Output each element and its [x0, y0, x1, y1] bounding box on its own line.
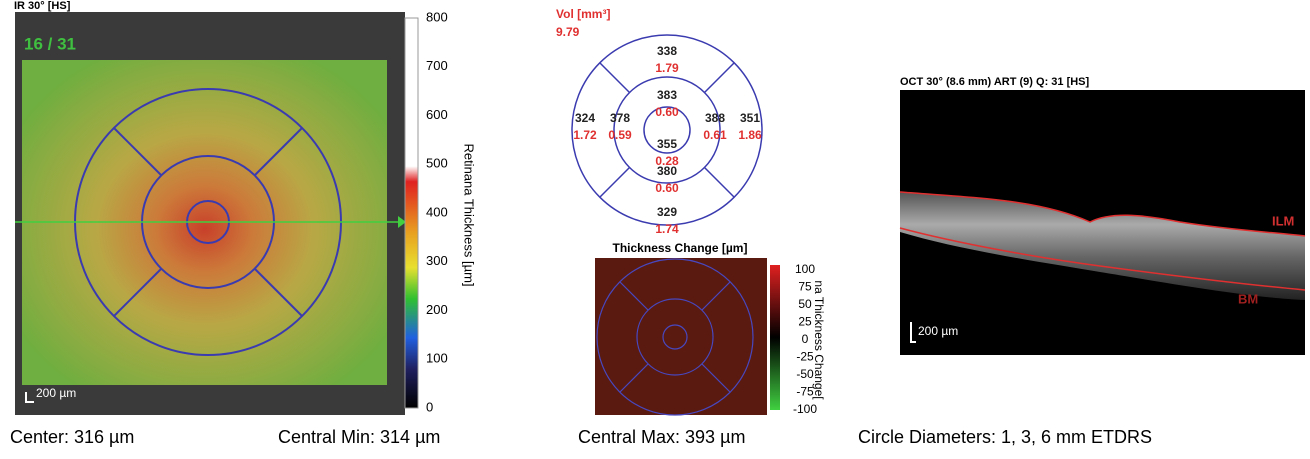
change-side-label: na Thickness Change[	[812, 280, 826, 400]
scale-tick-label: 600	[426, 107, 448, 122]
sector-volume: 1.86	[738, 128, 762, 142]
total-volume: 9.79	[556, 25, 580, 39]
scale-tick-label: 500	[426, 156, 448, 171]
circle-diameters: Circle Diameters: 1, 3, 6 mm ETDRS	[858, 427, 1152, 447]
volume-label: Vol [mm³]	[556, 7, 610, 21]
change-tick-label: 0	[802, 332, 809, 346]
change-tick-label: 25	[798, 315, 812, 329]
change-tick-label: -25	[796, 350, 814, 364]
sector-volume: 0.60	[655, 181, 679, 195]
scale-tick-label: 200	[426, 302, 448, 317]
report: IR 30° [HS] 16 / 31 200 µm 8007006005004…	[0, 0, 1310, 454]
scale-title: Retinana Thickness [µm]	[462, 143, 477, 286]
sector-volume: 1.72	[573, 128, 597, 142]
central-max: Central Max: 393 µm	[578, 427, 745, 447]
center-value: Center: 316 µm	[10, 427, 134, 447]
scale-tick-label: 100	[426, 351, 448, 366]
fundus-label: IR 30° [HS]	[14, 0, 71, 12]
scale-tick-label: 0	[426, 399, 433, 414]
ilm-label: ILM	[1272, 213, 1294, 228]
change-tick-label: -75	[796, 385, 814, 399]
scale-tick-label: 300	[426, 253, 448, 268]
sector-volume: 0.59	[608, 128, 632, 142]
sector-volume: 1.74	[655, 222, 679, 236]
sector-thickness: 378	[610, 111, 630, 125]
sector-volume: 0.60	[655, 105, 679, 119]
sector-thickness: 380	[657, 164, 677, 178]
sector-thickness: 355	[657, 137, 677, 151]
change-tick-label: 75	[798, 280, 812, 294]
scale-tick-label: 800	[426, 9, 448, 24]
scale-tick-label: 400	[426, 204, 448, 219]
oct-scale-label: 200 µm	[918, 324, 958, 338]
change-tick-label: 100	[795, 262, 815, 276]
sector-thickness: 324	[575, 111, 595, 125]
change-color-bar	[770, 265, 780, 410]
color-bar	[405, 18, 418, 408]
sector-volume: 1.79	[655, 61, 679, 75]
scale-bar-label: 200 µm	[36, 386, 76, 400]
sector-volume: 0.61	[703, 128, 727, 142]
change-tick-label: -50	[796, 367, 814, 381]
sector-thickness: 388	[705, 111, 725, 125]
scan-index: 16 / 31	[24, 34, 76, 53]
sector-thickness: 338	[657, 44, 677, 58]
sector-thickness: 329	[657, 205, 677, 219]
change-title: Thickness Change [µm]	[613, 241, 748, 255]
change-tick-label: 50	[798, 297, 812, 311]
change-tick-label: -100	[793, 402, 817, 416]
sector-thickness: 383	[657, 88, 677, 102]
central-min: Central Min: 314 µm	[278, 427, 440, 447]
scale-tick-label: 700	[426, 58, 448, 73]
bm-label: BM	[1238, 291, 1258, 306]
oct-label: OCT 30° (8.6 mm) ART (9) Q: 31 [HS]	[900, 76, 1090, 88]
sector-thickness: 351	[740, 111, 760, 125]
